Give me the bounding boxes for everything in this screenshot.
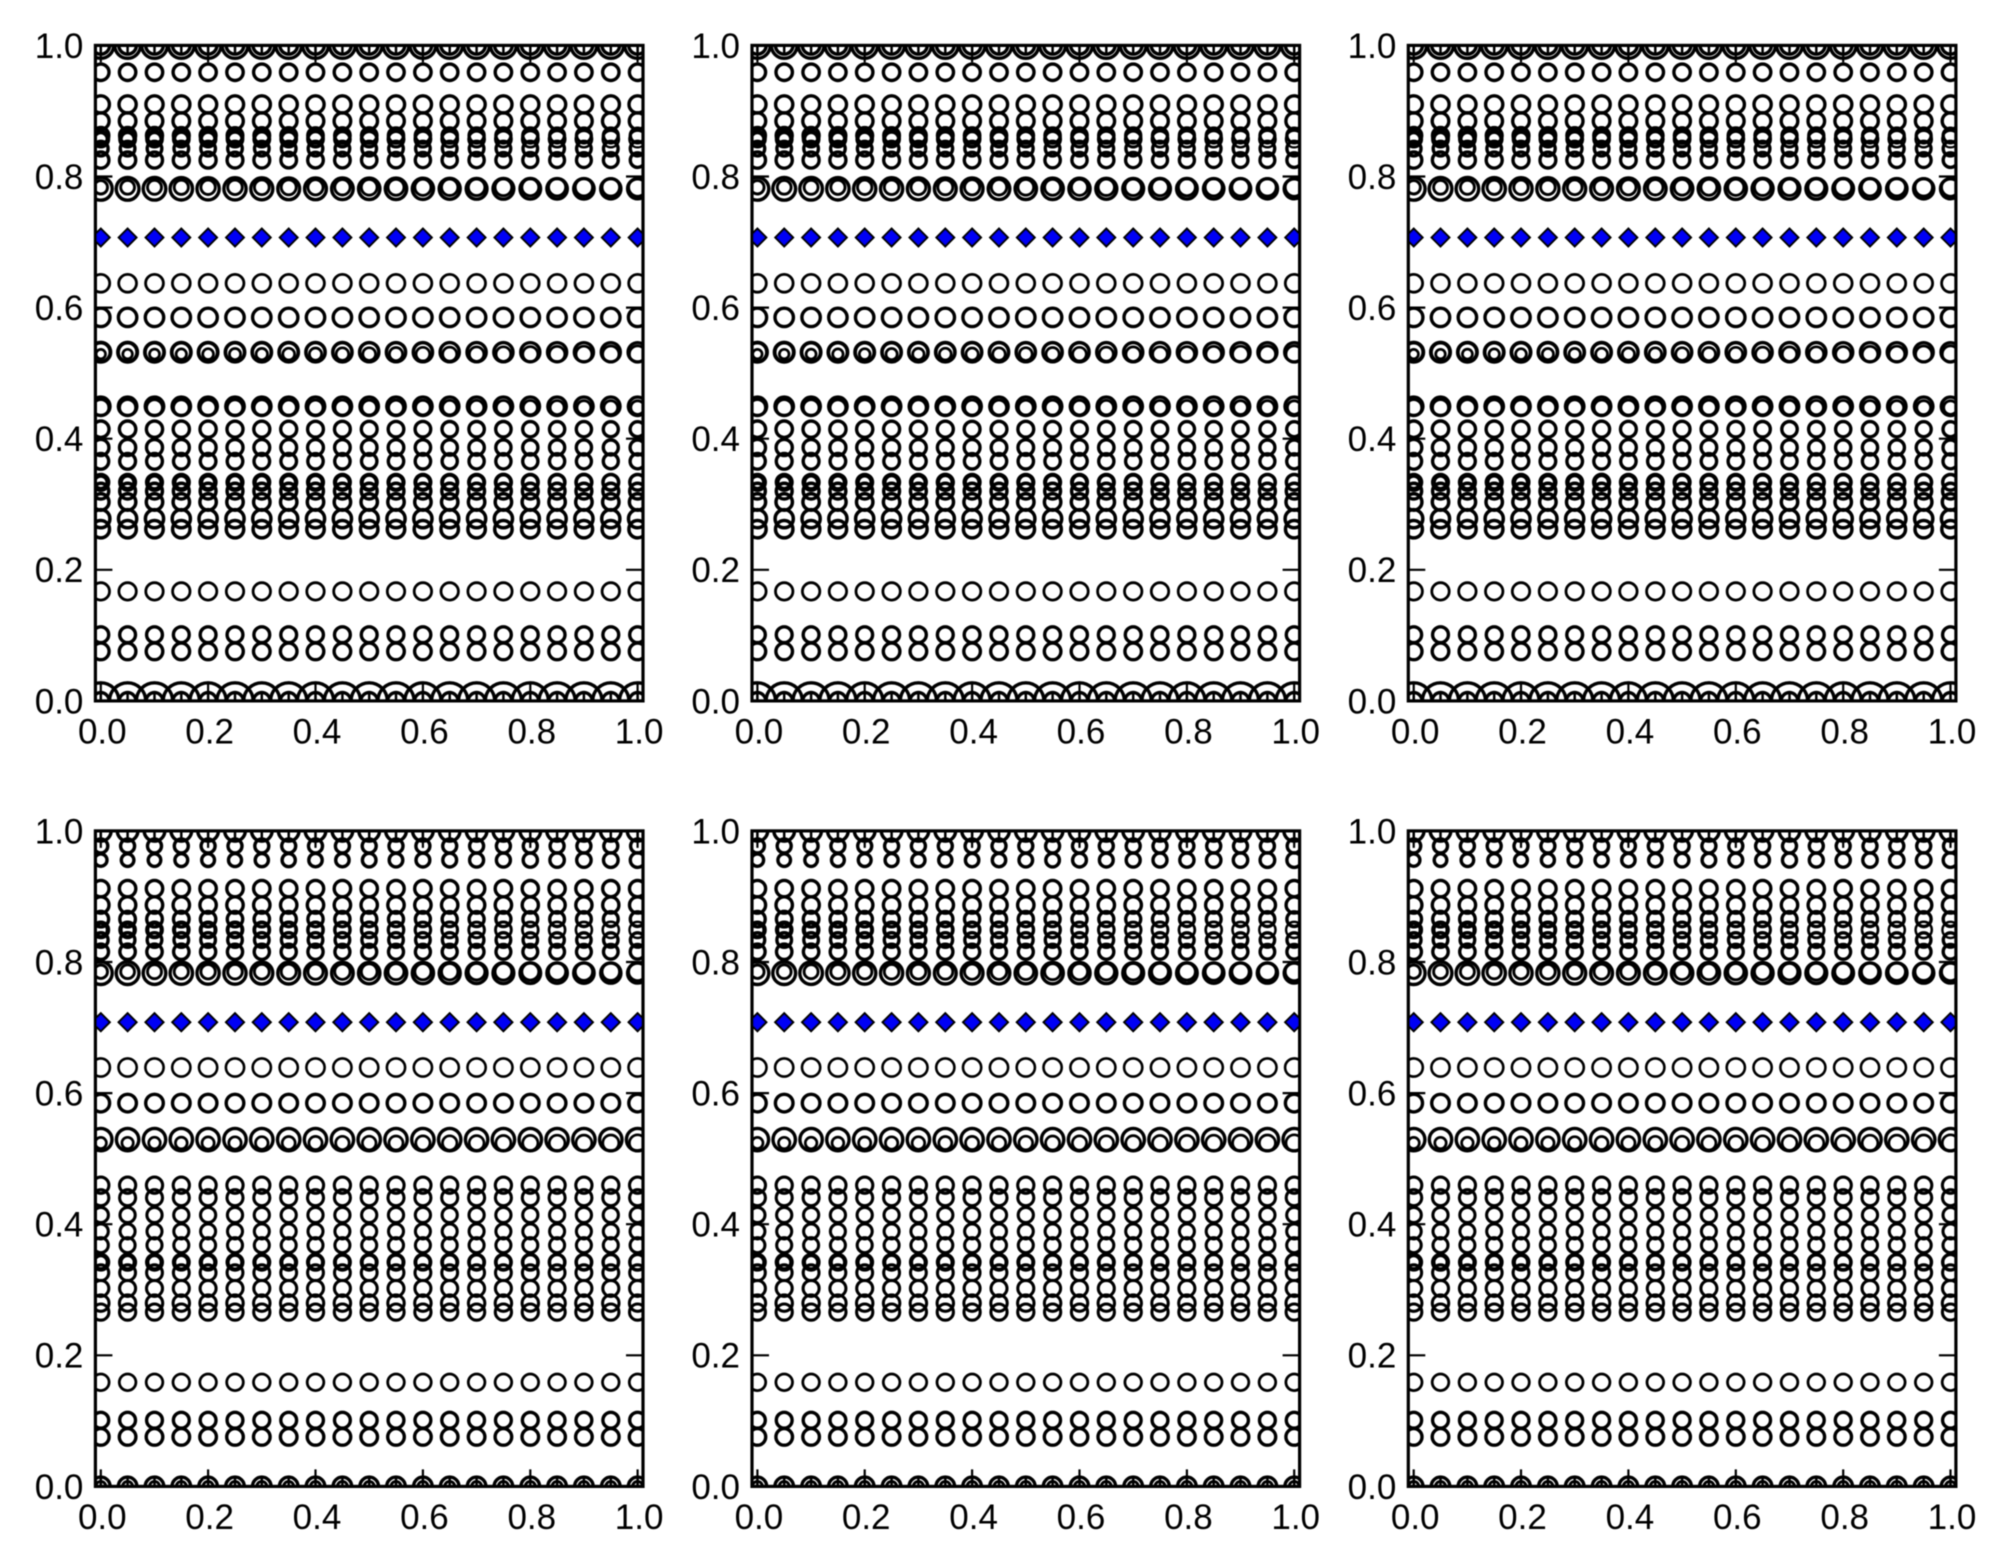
svg-text:0.8: 0.8 bbox=[1164, 712, 1213, 751]
svg-text:0.6: 0.6 bbox=[1713, 712, 1762, 751]
svg-text:1.0: 1.0 bbox=[1928, 1498, 1977, 1537]
svg-text:0.0: 0.0 bbox=[78, 1498, 127, 1537]
svg-text:1.0: 1.0 bbox=[1928, 712, 1977, 751]
svg-text:1.0: 1.0 bbox=[35, 27, 84, 66]
svg-text:0.4: 0.4 bbox=[949, 712, 998, 751]
svg-text:1.0: 1.0 bbox=[1348, 27, 1397, 66]
svg-text:0.8: 0.8 bbox=[35, 158, 84, 197]
svg-text:0.2: 0.2 bbox=[35, 1337, 84, 1376]
svg-text:0.4: 0.4 bbox=[1606, 712, 1655, 751]
svg-text:0.2: 0.2 bbox=[1348, 1337, 1397, 1376]
svg-text:0.2: 0.2 bbox=[1498, 1498, 1547, 1537]
svg-text:0.6: 0.6 bbox=[400, 1498, 449, 1537]
svg-text:0.4: 0.4 bbox=[35, 1206, 84, 1245]
svg-text:0.8: 0.8 bbox=[507, 1498, 556, 1537]
svg-text:0.2: 0.2 bbox=[1348, 551, 1397, 590]
svg-text:0.8: 0.8 bbox=[1164, 1498, 1213, 1537]
svg-text:0.6: 0.6 bbox=[691, 289, 740, 328]
svg-text:0.6: 0.6 bbox=[1057, 1498, 1106, 1537]
svg-text:1.0: 1.0 bbox=[1348, 812, 1397, 851]
svg-text:0.4: 0.4 bbox=[35, 420, 84, 459]
svg-text:0.2: 0.2 bbox=[842, 712, 891, 751]
svg-text:0.4: 0.4 bbox=[293, 712, 342, 751]
svg-text:0.6: 0.6 bbox=[400, 712, 449, 751]
svg-text:1.0: 1.0 bbox=[691, 812, 740, 851]
svg-text:0.8: 0.8 bbox=[691, 158, 740, 197]
svg-text:0.0: 0.0 bbox=[735, 712, 784, 751]
svg-text:0.4: 0.4 bbox=[949, 1498, 998, 1537]
svg-text:0.2: 0.2 bbox=[842, 1498, 891, 1537]
svg-text:0.2: 0.2 bbox=[185, 1498, 234, 1537]
svg-text:0.6: 0.6 bbox=[35, 289, 84, 328]
svg-text:0.4: 0.4 bbox=[1348, 1206, 1397, 1245]
svg-text:0.4: 0.4 bbox=[1606, 1498, 1655, 1537]
svg-text:0.0: 0.0 bbox=[691, 682, 740, 721]
svg-text:1.0: 1.0 bbox=[615, 1498, 664, 1537]
svg-text:0.6: 0.6 bbox=[1348, 289, 1397, 328]
svg-text:0.2: 0.2 bbox=[185, 712, 234, 751]
svg-text:1.0: 1.0 bbox=[1271, 1498, 1320, 1537]
svg-text:0.2: 0.2 bbox=[35, 551, 84, 590]
svg-text:0.8: 0.8 bbox=[1348, 943, 1397, 982]
svg-text:0.8: 0.8 bbox=[507, 712, 556, 751]
svg-text:0.0: 0.0 bbox=[35, 682, 84, 721]
svg-text:0.8: 0.8 bbox=[691, 943, 740, 982]
svg-text:0.0: 0.0 bbox=[78, 712, 127, 751]
svg-text:0.6: 0.6 bbox=[1057, 712, 1106, 751]
svg-text:0.6: 0.6 bbox=[1348, 1075, 1397, 1114]
svg-text:0.0: 0.0 bbox=[1391, 712, 1440, 751]
svg-text:0.8: 0.8 bbox=[1820, 1498, 1869, 1537]
svg-text:0.0: 0.0 bbox=[1391, 1498, 1440, 1537]
svg-text:0.0: 0.0 bbox=[1348, 682, 1397, 721]
svg-text:0.0: 0.0 bbox=[735, 1498, 784, 1537]
svg-text:1.0: 1.0 bbox=[691, 27, 740, 66]
svg-text:0.6: 0.6 bbox=[35, 1075, 84, 1114]
svg-text:0.0: 0.0 bbox=[35, 1468, 84, 1507]
svg-text:0.8: 0.8 bbox=[35, 943, 84, 982]
svg-text:0.4: 0.4 bbox=[1348, 420, 1397, 459]
svg-text:1.0: 1.0 bbox=[35, 812, 84, 851]
svg-text:0.2: 0.2 bbox=[1498, 712, 1547, 751]
svg-text:0.0: 0.0 bbox=[691, 1468, 740, 1507]
svg-text:0.2: 0.2 bbox=[691, 1337, 740, 1376]
svg-text:0.6: 0.6 bbox=[1713, 1498, 1762, 1537]
svg-text:0.0: 0.0 bbox=[1348, 1468, 1397, 1507]
svg-text:0.6: 0.6 bbox=[691, 1075, 740, 1114]
svg-text:0.4: 0.4 bbox=[691, 1206, 740, 1245]
svg-text:0.4: 0.4 bbox=[691, 420, 740, 459]
svg-text:1.0: 1.0 bbox=[1271, 712, 1320, 751]
svg-text:0.4: 0.4 bbox=[293, 1498, 342, 1537]
svg-text:0.8: 0.8 bbox=[1820, 712, 1869, 751]
svg-text:0.8: 0.8 bbox=[1348, 158, 1397, 197]
svg-text:1.0: 1.0 bbox=[615, 712, 664, 751]
svg-text:0.2: 0.2 bbox=[691, 551, 740, 590]
